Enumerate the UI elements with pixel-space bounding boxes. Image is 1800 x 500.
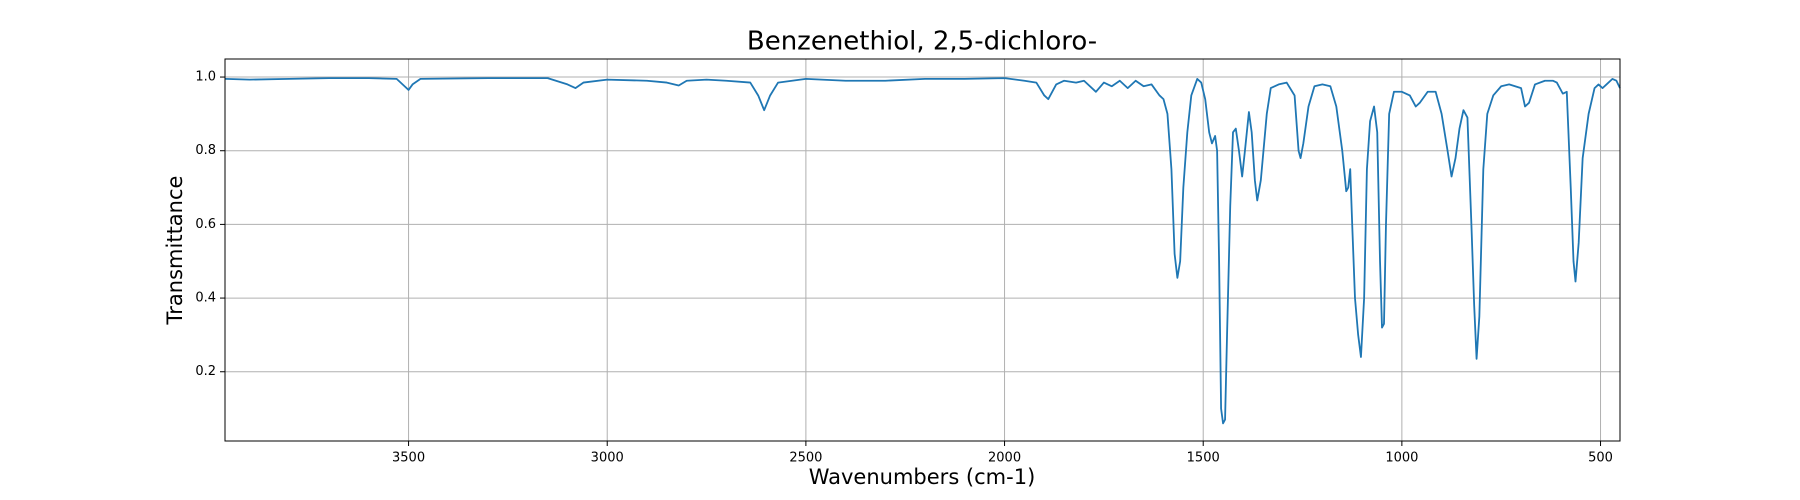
y-tick-label: 0.8 xyxy=(195,143,216,158)
chart-title: Benzenethiol, 2,5-dichloro- xyxy=(747,27,1097,57)
x-tick-label: 3500 xyxy=(392,451,425,466)
plot-frame xyxy=(224,58,1621,442)
x-tick-label: 500 xyxy=(1588,451,1613,466)
x-tick-label: 3000 xyxy=(591,451,624,466)
x-tick-label: 2500 xyxy=(789,451,822,466)
y-tick-label: 0.2 xyxy=(195,364,216,379)
x-tick-label: 1000 xyxy=(1385,451,1418,466)
spectrum-line xyxy=(224,77,1621,425)
y-tick-label: 0.6 xyxy=(195,217,216,232)
x-axis-label: Wavenumbers (cm-1) xyxy=(809,465,1036,489)
x-tick-label: 1500 xyxy=(1187,451,1220,466)
y-tick-label: 0.4 xyxy=(195,291,216,306)
x-tick-label: 2000 xyxy=(988,451,1021,466)
y-axis-label: Transmittance xyxy=(163,176,187,326)
y-tick-label: 1.0 xyxy=(195,70,216,85)
